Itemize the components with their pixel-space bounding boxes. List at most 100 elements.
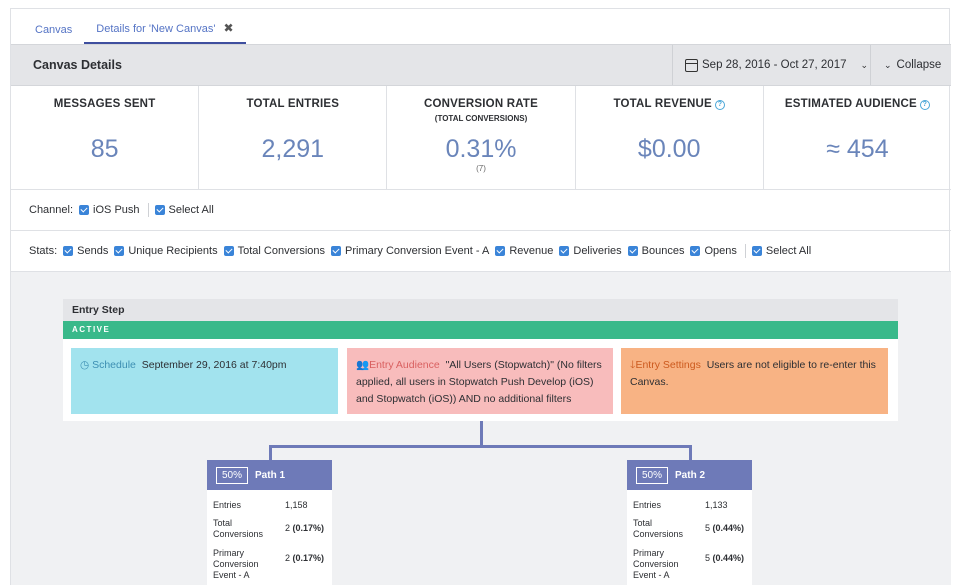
path-stat-label: Primary Conversion Event - A [213, 548, 259, 580]
path-stat-label: Total Conversions [633, 518, 684, 539]
path-stat-percent: (0.17%) [292, 523, 325, 533]
stat-messages-sent: MESSAGES SENT 85 [11, 86, 200, 189]
page-title: Canvas Details [33, 58, 122, 72]
divider [147, 203, 149, 217]
stats-label: Stats: [29, 245, 58, 257]
checkbox-checked-icon [63, 246, 74, 256]
tab-bar: Canvas Details for 'New Canvas' ✖ [11, 9, 951, 44]
path-name: Path 2 [675, 469, 706, 481]
collapse-button[interactable]: ⌄ Collapse [870, 45, 951, 85]
path-stat-row: Primary Conversion Event - A 2 (0.17%) [207, 548, 332, 581]
stat-label: TOTAL ENTRIES [246, 98, 340, 110]
channel-checkbox-ios-push[interactable]: iOS Push [79, 204, 140, 216]
checkbox-checked-icon [690, 246, 701, 256]
path-header: 50% Path 1 [207, 460, 332, 490]
entry-audience-card: 👥Entry Audience "All Users (Stopwatch)" … [347, 348, 613, 414]
chevron-down-icon: ⌄ [884, 59, 892, 70]
entry-audience-title: 👥Entry Audience [356, 359, 440, 371]
channel-filter-row: Channel: iOS Push Select All [11, 190, 951, 231]
path-stat-value: 2 (0.17%) [285, 553, 324, 581]
path-stat-number: 5 [705, 523, 711, 533]
date-range-label: Sep 28, 2016 - Oct 27, 2017 [702, 59, 847, 71]
path-stat-label: Entries [633, 500, 662, 510]
path-stat-value: 5 (0.44%) [705, 523, 744, 540]
checkbox-label: Select All [168, 204, 214, 216]
schedule-title-text: Schedule [92, 359, 136, 371]
path-stat-value: 1,133 [705, 500, 728, 510]
divider [744, 244, 746, 258]
stats-checkbox-revenue[interactable]: Revenue [495, 245, 553, 257]
close-icon[interactable]: ✖ [223, 21, 234, 35]
checkbox-checked-icon [114, 246, 125, 256]
stats-checkbox-opens[interactable]: Opens [690, 245, 737, 257]
stat-label: MESSAGES SENT [53, 98, 156, 110]
entry-step-card[interactable]: Entry Step ACTIVE ◷ Schedule September 2… [63, 299, 898, 421]
path-stat-label: Entries [213, 500, 242, 510]
schedule-title: ◷ Schedule [80, 359, 136, 371]
stat-value: $0.00 [637, 135, 701, 163]
users-icon: 👥 [356, 359, 370, 371]
checkbox-checked-icon [223, 246, 234, 256]
stats-checkbox-bounces[interactable]: Bounces [627, 245, 684, 257]
path-percent: 50% [636, 466, 669, 484]
stats-checkbox-primary-conversion[interactable]: Primary Conversion Event - A [331, 245, 489, 257]
stats-checkbox-unique-recipients[interactable]: Unique Recipients [114, 245, 218, 257]
path-card-1[interactable]: 50% Path 1 Entries 1,158 Total Conversio… [207, 460, 332, 585]
connector-line [689, 445, 692, 461]
arrow-down-icon: 🡓 [630, 359, 636, 371]
path-stat-percent: (0.44%) [712, 553, 745, 563]
stat-label: TOTAL REVENUE? [576, 98, 763, 110]
entry-audience-title-text: Entry Audience [369, 359, 440, 371]
stat-sublabel: (TOTAL CONVERSIONS) [434, 114, 528, 123]
stat-value: ≈ 454 [826, 135, 889, 163]
stats-checkbox-deliveries[interactable]: Deliveries [559, 245, 622, 257]
stat-label: ESTIMATED AUDIENCE? [764, 98, 951, 110]
stat-value: 85 [90, 135, 119, 163]
checkbox-label: Deliveries [573, 245, 622, 257]
stats-checkbox-sends[interactable]: Sends [63, 245, 108, 257]
schedule-text: September 29, 2016 at 7:40pm [141, 359, 287, 371]
checkbox-checked-icon [331, 246, 342, 256]
stat-conversion-rate: CONVERSION RATE (TOTAL CONVERSIONS) 0.31… [387, 86, 576, 189]
connector-line [269, 445, 272, 461]
stats-filter-row: Stats: Sends Unique Recipients Total Con… [11, 231, 951, 272]
stat-value: 0.31% [445, 135, 517, 163]
date-range-picker[interactable]: Sep 28, 2016 - Oct 27, 2017 ⌄ [672, 45, 870, 85]
connector-line [480, 421, 483, 447]
help-icon[interactable]: ? [714, 100, 725, 110]
canvas-details-panel: Canvas Details for 'New Canvas' ✖ Canvas… [10, 8, 951, 585]
path-stat-row: Total Conversions 5 (0.44%) [627, 518, 752, 540]
path-stat-number: 2 [285, 553, 291, 563]
chevron-down-icon: ⌄ [860, 59, 869, 70]
entry-settings-title-text: Entry Settings [635, 359, 701, 371]
checkbox-label: Unique Recipients [128, 245, 218, 257]
entry-audience-text: "All Users (Stopwatch)" (No filters appl… [356, 359, 602, 405]
calendar-icon [685, 58, 698, 72]
path-card-2[interactable]: 50% Path 2 Entries 1,133 Total Conversio… [627, 460, 752, 585]
checkbox-checked-icon [495, 246, 506, 256]
path-stat-percent: (0.44%) [712, 523, 745, 533]
tab-canvas-label: Canvas [35, 24, 73, 36]
help-icon[interactable]: ? [919, 100, 930, 110]
path-percent: 50% [216, 466, 249, 484]
checkbox-checked-icon [559, 246, 570, 256]
path-header: 50% Path 2 [627, 460, 752, 490]
checkbox-label: Sends [77, 245, 109, 257]
tab-canvas[interactable]: Canvas [23, 9, 84, 44]
checkbox-label: Select All [765, 245, 812, 257]
entry-settings-title: 🡓Entry Settings [630, 359, 701, 371]
tab-details-label: Details for 'New Canvas' [96, 23, 216, 35]
channel-label: Channel: [29, 204, 74, 216]
stats-checkbox-total-conversions[interactable]: Total Conversions [223, 245, 325, 257]
canvas-flow-area[interactable]: Entry Step ACTIVE ◷ Schedule September 2… [11, 272, 951, 585]
details-header: Canvas Details Sep 28, 2016 - Oct 27, 20… [11, 44, 951, 86]
checkbox-checked-icon [751, 246, 762, 256]
entry-settings-card: 🡓Entry Settings Users are not eligible t… [621, 348, 888, 414]
checkbox-checked-icon [79, 205, 90, 215]
checkbox-label: Opens [704, 245, 737, 257]
stats-checkbox-select-all[interactable]: Select All [751, 245, 812, 257]
schedule-card: ◷ Schedule September 29, 2016 at 7:40pm [71, 348, 338, 414]
channel-checkbox-select-all[interactable]: Select All [154, 204, 214, 216]
path-stat-row: Entries 1,158 [207, 500, 332, 511]
tab-details[interactable]: Details for 'New Canvas' ✖ [84, 9, 246, 44]
